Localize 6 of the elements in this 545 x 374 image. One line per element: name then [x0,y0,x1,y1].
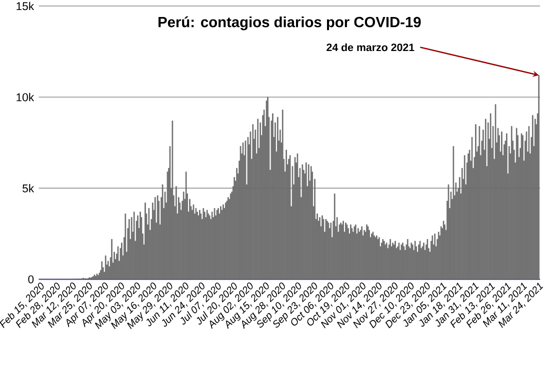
text: Perú: contagios diarios por COVID-19 [158,16,421,30]
y-tick-label: 10k [16,92,34,102]
annotation: 24 de marzo 2021 [326,43,414,52]
y-tick-label: 5k [22,184,34,192]
y-tick-label: 15k [16,2,34,10]
y-tick-label: 0 [28,275,34,284]
